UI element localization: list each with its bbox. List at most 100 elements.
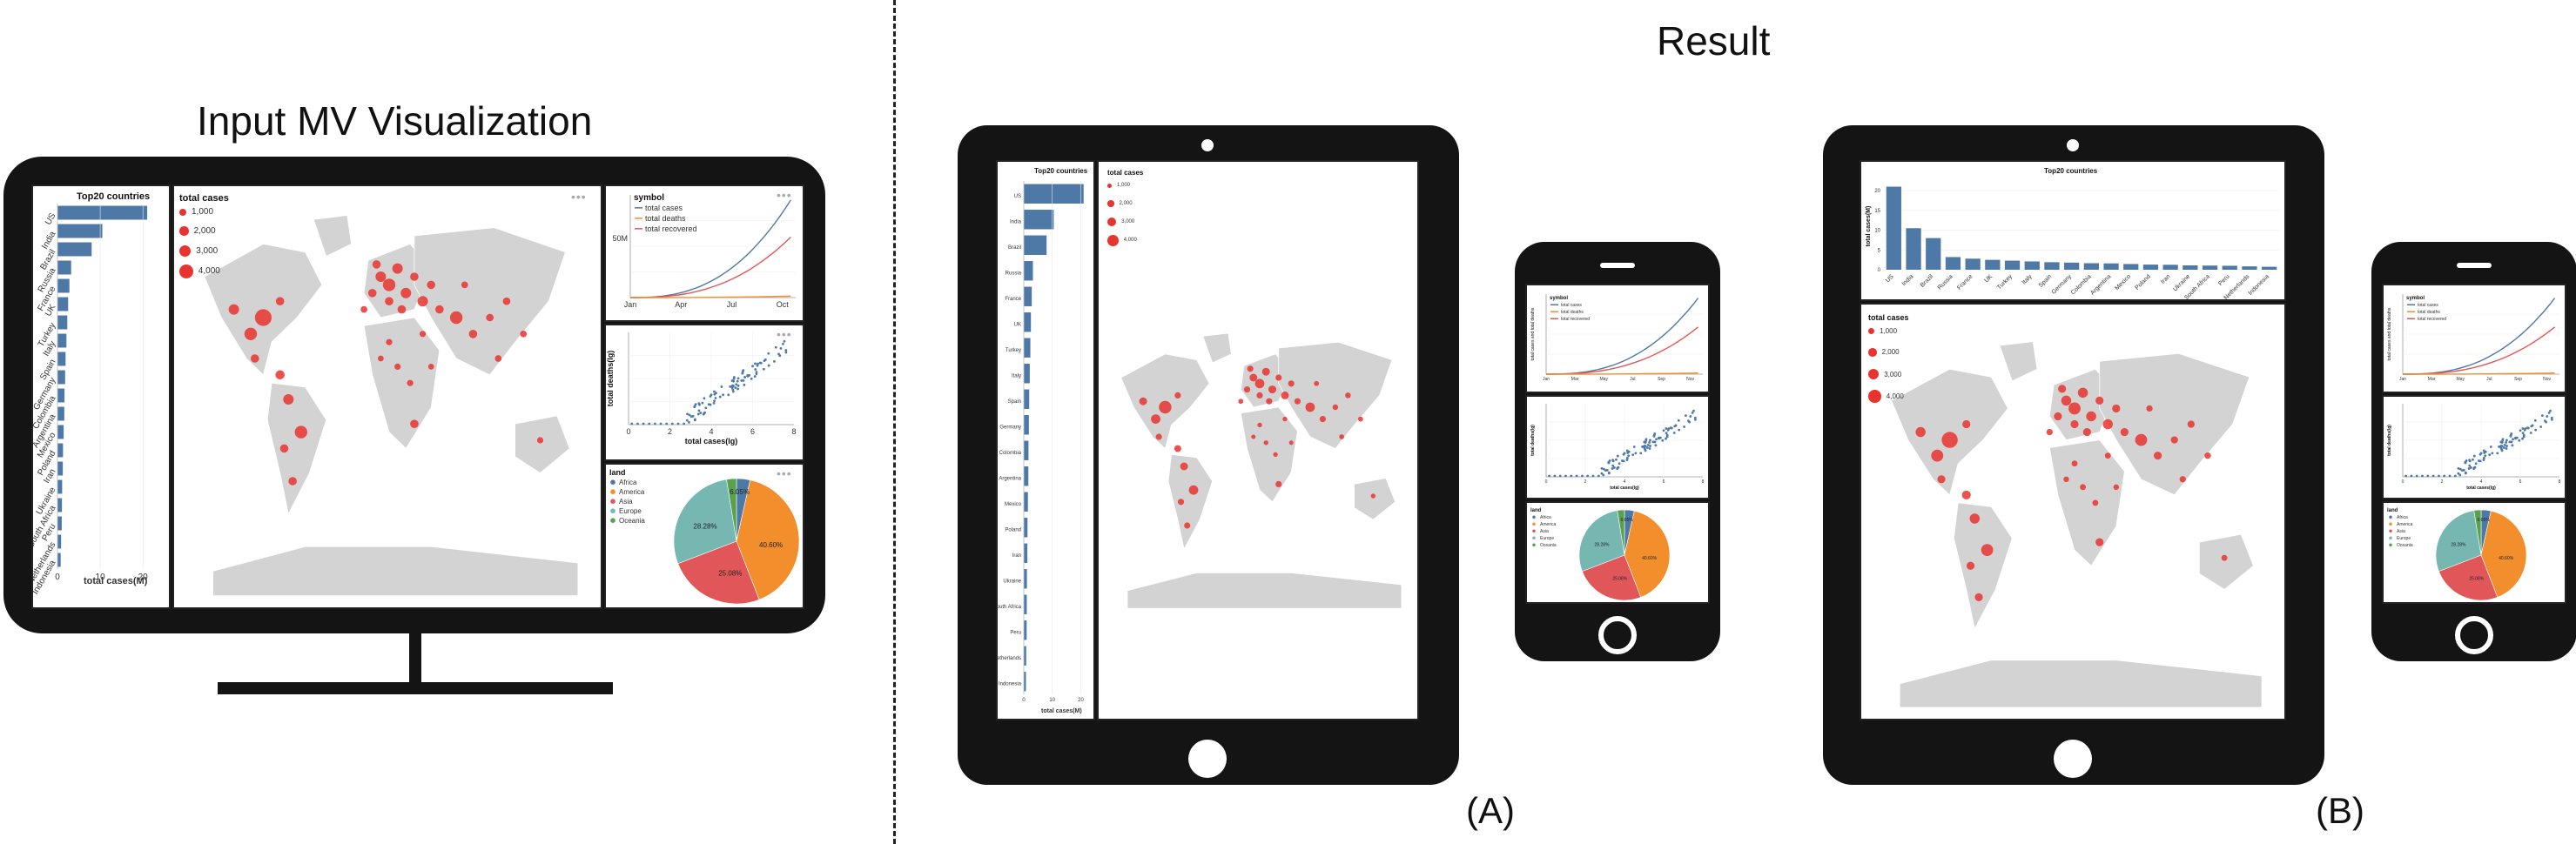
bar-view[interactable]: Top20 countries US India Brazil Russia Franc…: [996, 160, 1095, 720]
case-bubble: [2046, 428, 2053, 436]
scatter-point: [1622, 459, 1625, 463]
case-bubble: [2187, 420, 2195, 428]
pie-view[interactable]: 40.60% 25.08% 28.28% 6.05% land Africa America…: [1525, 501, 1710, 604]
scatter-point: [2522, 433, 2526, 437]
case-bubble: [1305, 402, 1315, 412]
scatter-point: [2529, 432, 2532, 434]
phone-a-home-button[interactable]: [1598, 616, 1637, 654]
pie-legend-swatch: [2389, 543, 2392, 546]
pie-view[interactable]: 40.60% 25.08% 28.28% 6.05% land Africa America…: [604, 463, 804, 609]
scatter-view[interactable]: 0 2 4 6 8 total cases(lg) total deaths(lg): [1525, 395, 1710, 499]
more-icon[interactable]: •••: [571, 190, 587, 204]
bar-category-label: Indonesia: [999, 682, 1022, 687]
bar: [2064, 262, 2080, 270]
scatter-point: [665, 422, 669, 425]
line-legend-label: total deaths: [1561, 310, 1584, 315]
scatter-point: [1649, 439, 1651, 442]
case-bubble: [1915, 426, 1926, 438]
pie-legend-label: Oceania: [1540, 543, 1557, 548]
tablet-b-home-button[interactable]: [2054, 740, 2092, 778]
tablet-a-screen: Top20 countries US India Brazil Russia Franc…: [996, 160, 1419, 720]
map-legend-label: 1,000: [192, 207, 214, 217]
scatter-point: [753, 375, 757, 378]
bar: [1024, 312, 1032, 332]
line-tick-label: Apr: [675, 300, 687, 309]
pie-legend-title: land: [2387, 508, 2398, 513]
case-bubble: [1256, 392, 1263, 399]
bar: [1886, 186, 1901, 270]
bar-category-label: Russia: [1006, 271, 1022, 277]
scatter-point: [1651, 440, 1655, 444]
bar: [57, 224, 103, 238]
case-bubble: [536, 437, 544, 444]
pie-legend-swatch: [2389, 522, 2392, 526]
continent-australia: [1354, 478, 1396, 520]
scatter-point: [1645, 446, 1649, 449]
bar: [1024, 646, 1026, 666]
scatter-tick-label: 6: [750, 427, 755, 436]
pie-slice-asia: [677, 540, 760, 605]
tablet-a-home-button[interactable]: [1188, 740, 1227, 778]
bar-category-label: France: [1956, 273, 1974, 291]
line-y-label: total cases and total deaths: [2387, 307, 2392, 360]
scatter-point: [755, 372, 758, 376]
map-view[interactable]: total cases 1,000 2,000 3,000 4,000 •••: [172, 184, 602, 609]
phone-b-home-button[interactable]: [2455, 616, 2493, 654]
bar-view[interactable]: Top20 countries 0 5 10 15 20 US India Brazil Rus…: [1860, 160, 2286, 301]
case-bubble: [1151, 414, 1160, 424]
scatter-point: [1631, 453, 1635, 457]
scatter-point: [1607, 461, 1611, 465]
more-icon[interactable]: •••: [777, 188, 792, 202]
scatter-point: [2519, 429, 2522, 432]
line-legend-label: total cases: [1561, 303, 1582, 308]
scatter-point: [2544, 419, 2546, 423]
line-view[interactable]: Jan Mar May Jul Sep Nov symbol total cases total…: [1525, 284, 1710, 393]
scatter-point: [2458, 467, 2462, 471]
pie-slice-oceania: [726, 478, 737, 542]
scatter-point: [2524, 427, 2527, 431]
map-view[interactable]: total cases 1,000 2,000 3,000 4,000: [1860, 303, 2286, 720]
case-bubble: [2113, 484, 2120, 491]
more-icon[interactable]: •••: [777, 466, 792, 480]
bar-category-label: US: [1885, 273, 1895, 284]
phone-a-speaker: [1600, 263, 1635, 268]
scatter-point: [642, 422, 645, 425]
scatter-point: [1665, 433, 1669, 437]
scatter-point: [754, 368, 757, 371]
pie-legend-label: America: [619, 488, 645, 496]
bar: [2103, 263, 2119, 270]
scatter-point: [767, 364, 770, 367]
continent-greenland: [1999, 341, 2038, 382]
scatter-point: [1616, 467, 1619, 471]
scatter-point: [2453, 474, 2457, 478]
more-icon[interactable]: •••: [777, 327, 792, 341]
monitor-neck: [409, 633, 421, 684]
scatter-x-label: total cases(lg): [685, 437, 738, 445]
scatter-point: [750, 377, 753, 380]
scatter-point: [704, 406, 708, 410]
scatter-point: [2502, 446, 2505, 449]
bar-tick-label: 5: [1878, 248, 1881, 253]
case-bubble: [1937, 475, 1946, 484]
bar: [1024, 492, 1028, 512]
map-view[interactable]: total cases 1,000 2,000 3,000 4,000: [1097, 160, 1419, 720]
scatter-view[interactable]: 0 2 4 6 8 total cases(lg) total deaths(lg): [2382, 395, 2566, 499]
scatter-point: [743, 383, 746, 386]
line-view[interactable]: Jan Mar May Jul Sep Nov symbol total cases total…: [2382, 284, 2566, 393]
bar: [57, 297, 69, 311]
bar-view[interactable]: Top20 countries US India Brazil Russia Franc…: [31, 184, 171, 609]
scatter-tick-label: 8: [2559, 479, 2561, 485]
line-view[interactable]: Jan Apr Jul Oct symbol total cases total death…: [604, 184, 804, 322]
scatter-tick-label: 4: [2480, 479, 2483, 485]
bar: [2222, 265, 2237, 270]
scatter-point: [654, 422, 656, 425]
pie-legend-label: Oceania: [619, 517, 645, 525]
line-legend-title: symbol: [2406, 296, 2425, 301]
scatter-point: [703, 397, 706, 400]
scatter-view[interactable]: 0 2 4 6 8 total cases(lg) total deaths(lg) •••: [604, 324, 804, 461]
scatter-point: [1691, 412, 1694, 414]
pie-view[interactable]: 40.60% 25.08% 28.28% 6.05% land Africa America…: [2382, 501, 2566, 604]
scatter-point: [720, 385, 723, 388]
bar-axis-label: total cases(M): [1041, 708, 1082, 714]
scatter-point: [1570, 474, 1573, 478]
